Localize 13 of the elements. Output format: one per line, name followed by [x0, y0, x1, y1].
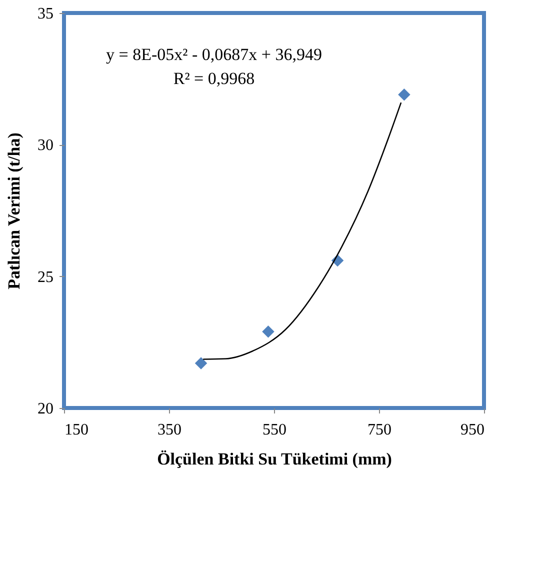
- y-axis-title: Patlıcan Verimi (t/ha): [4, 132, 24, 290]
- x-tick-label: 750: [368, 422, 392, 438]
- annotation: R² = 0,9968: [173, 69, 255, 88]
- x-tick-label: 350: [158, 422, 182, 438]
- annotation: y = 8E-05x² - 0,0687x + 36,949: [106, 45, 322, 64]
- y-tick-label: 20: [38, 400, 54, 418]
- y-tick-label: 30: [38, 137, 54, 154]
- x-tick-label: 550: [262, 422, 286, 438]
- x-axis-title: Ölçülen Bitki Su Tüketimi (mm): [157, 450, 392, 468]
- x-tick-label: 150: [64, 422, 88, 438]
- y-tick-label: 25: [38, 268, 54, 286]
- x-tick-label: 950: [460, 422, 484, 438]
- y-tick-label: 35: [38, 6, 54, 22]
